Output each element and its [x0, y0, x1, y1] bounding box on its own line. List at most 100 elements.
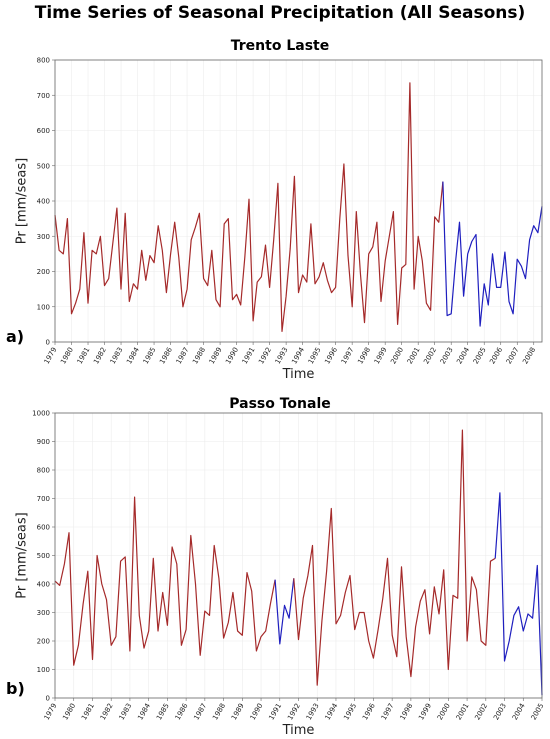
panel-tag-b: b)	[6, 679, 25, 698]
x-tick-label: 1996	[323, 346, 339, 366]
x-tick-label: 2001	[406, 346, 422, 365]
x-tick-label: 2002	[422, 346, 438, 365]
x-tick-label: 1990	[224, 346, 240, 365]
x-tick-label: 1986	[158, 346, 174, 366]
x-tick-label: 2006	[488, 346, 504, 366]
x-tick-label: 1997	[340, 346, 356, 365]
series-line-3	[293, 429, 496, 686]
y-tick-label: 800	[37, 467, 50, 475]
x-tick-label: 1993	[305, 702, 321, 721]
x-tick-label: 1999	[373, 346, 389, 365]
x-tick-label: 1991	[241, 346, 257, 365]
x-tick-label: 1986	[174, 702, 190, 722]
x-tick-label: 1994	[290, 346, 306, 366]
x-tick-label: 1984	[136, 702, 152, 722]
y-tick-label: 700	[37, 92, 50, 100]
x-tick-label: 1982	[99, 702, 115, 721]
x-tick-label: 2007	[505, 346, 521, 365]
x-tick-label: 1997	[380, 702, 396, 721]
chart-panel-passo-tonale: Passo Tonale 0 100 200 300 400 500 600 700 800 90…	[6, 396, 545, 738]
y-axis-label-passo-tonale: Pr [mm/seas]	[15, 512, 30, 598]
x-tick-label: 1985	[155, 702, 171, 721]
grid-passo-tonale	[54, 412, 543, 699]
x-tick-label: 1996	[361, 702, 377, 722]
x-tick-label: 1982	[92, 346, 108, 365]
x-tick-label: 2005	[530, 702, 546, 721]
x-tick-label: 1991	[267, 702, 283, 721]
chart-title-trento-laste: Trento Laste	[231, 38, 329, 54]
x-tick-label: 1984	[125, 346, 141, 366]
chart-title-passo-tonale: Passo Tonale	[229, 396, 331, 412]
y-tick-label: 800	[37, 57, 50, 65]
series-line-4	[494, 492, 543, 696]
x-tick-label: 1992	[286, 702, 302, 721]
x-tick-label: 1998	[356, 346, 372, 365]
y-ticks-passo-tonale: 0 100 200 300 400 500 600 700 800 900 1000	[32, 410, 55, 703]
y-tick-label: 300	[37, 233, 50, 241]
x-ticks-passo-tonale: 1979 1980 1981 1982 1983 1984 1985 1986 1987 1988…	[43, 698, 546, 722]
x-tick-label: 2004	[511, 702, 527, 722]
y-tick-label: 500	[37, 552, 50, 560]
figure-title: Time Series of Seasonal Precipitation (A…	[35, 3, 526, 23]
y-ticks-trento-laste: 0 100 200 300 400 500 600 700 800	[37, 57, 55, 347]
grid-trento-laste	[54, 59, 542, 343]
x-tick-label: 1983	[118, 702, 134, 721]
series-group-trento-laste	[54, 82, 543, 332]
x-tick-label: 2003	[439, 346, 455, 365]
y-tick-label: 400	[37, 198, 50, 206]
x-tick-label: 1990	[249, 702, 265, 721]
y-tick-label: 100	[37, 666, 50, 674]
x-tick-label: 1979	[43, 346, 59, 365]
x-axis-label-passo-tonale: Time	[282, 723, 315, 738]
x-tick-label: 2004	[455, 346, 471, 366]
x-tick-label: 1994	[324, 702, 340, 722]
x-tick-label: 1999	[417, 702, 433, 721]
x-tick-label: 1995	[307, 346, 323, 365]
y-tick-label: 0	[46, 695, 50, 703]
y-tick-label: 700	[37, 495, 50, 503]
x-tick-label: 1983	[109, 346, 125, 365]
x-tick-label: 1987	[192, 702, 208, 721]
x-tick-label: 2002	[473, 702, 489, 721]
x-ticks-trento-laste: 1979 1980 1981 1982 1983 1984 1985 1986 1987 1988…	[43, 342, 537, 366]
y-tick-label: 400	[37, 581, 50, 589]
panel-tag-a: a)	[6, 327, 24, 346]
y-tick-label: 600	[37, 127, 50, 135]
x-tick-label: 2005	[472, 346, 488, 365]
series-line-1	[54, 82, 444, 332]
x-tick-label: 2000	[389, 346, 405, 365]
y-tick-label: 500	[37, 162, 50, 170]
x-tick-label: 1980	[59, 346, 75, 365]
x-tick-label: 1989	[208, 346, 224, 365]
x-tick-label: 1981	[76, 346, 92, 365]
x-tick-label: 1992	[257, 346, 273, 365]
chart-panel-trento-laste: Trento Laste 0 100 200 300 400 500 600 700 800 1…	[6, 38, 543, 382]
x-tick-label: 1979	[43, 702, 59, 721]
series-line-2	[274, 578, 295, 645]
y-tick-label: 200	[37, 268, 50, 276]
y-tick-label: 200	[37, 638, 50, 646]
y-tick-label: 100	[37, 303, 50, 311]
y-tick-label: 900	[37, 438, 50, 446]
x-tick-label: 2003	[492, 702, 508, 721]
y-tick-label: 600	[37, 524, 50, 532]
x-tick-label: 1987	[175, 346, 191, 365]
series-line-2	[442, 181, 543, 327]
x-tick-label: 1988	[211, 702, 227, 721]
x-tick-label: 1995	[342, 702, 358, 721]
x-tick-label: 1993	[274, 346, 290, 365]
y-tick-label: 300	[37, 609, 50, 617]
y-tick-label: 1000	[32, 410, 50, 418]
x-tick-label: 1981	[80, 702, 96, 721]
x-tick-label: 2000	[436, 702, 452, 721]
x-tick-label: 1985	[142, 346, 158, 365]
series-group-passo-tonale	[54, 429, 543, 696]
y-axis-label-trento-laste: Pr [mm/seas]	[15, 158, 30, 244]
x-tick-label: 1989	[230, 702, 246, 721]
x-tick-label: 1998	[399, 702, 415, 721]
x-tick-label: 1980	[61, 702, 77, 721]
x-tick-label: 2008	[521, 346, 537, 365]
series-line-1	[54, 496, 276, 666]
x-tick-label: 1988	[191, 346, 207, 365]
